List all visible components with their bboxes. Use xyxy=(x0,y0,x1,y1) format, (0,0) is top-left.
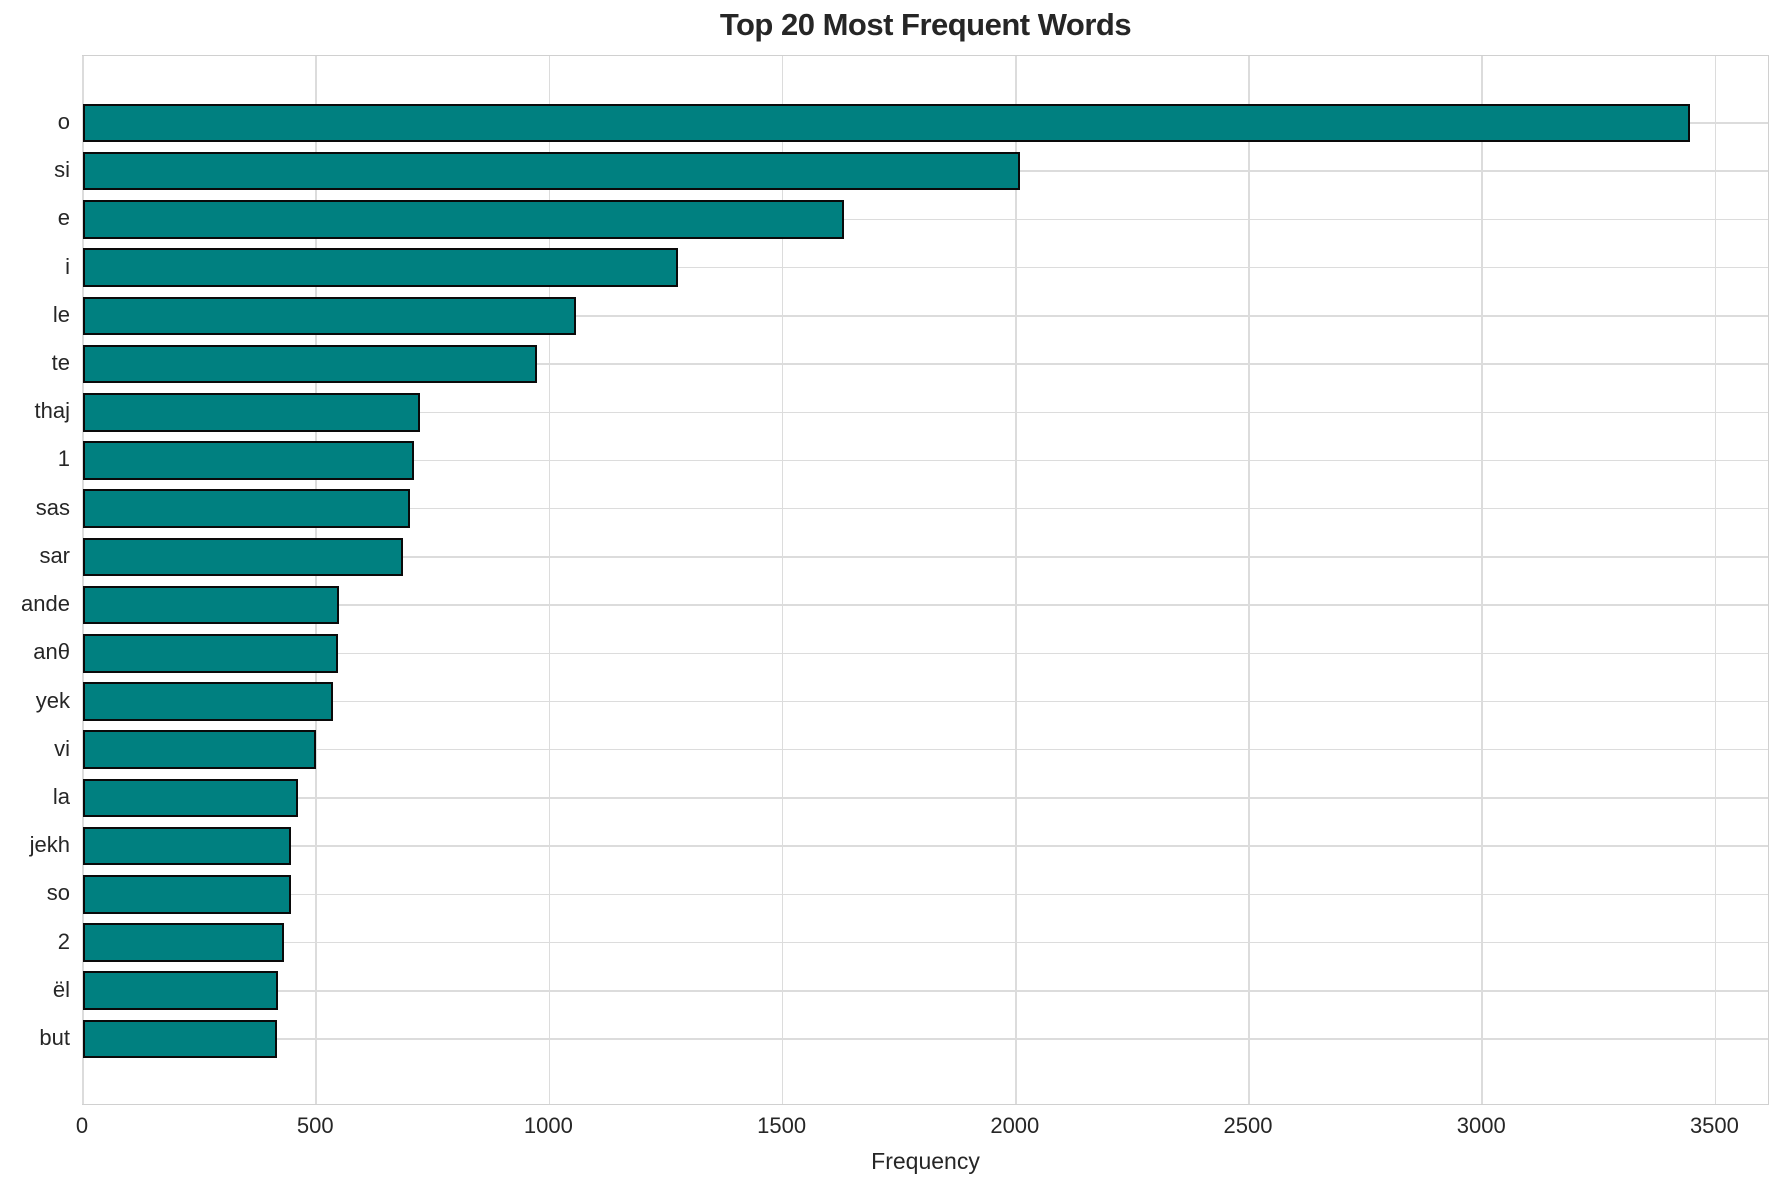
x-tick-label: 3000 xyxy=(1456,1113,1506,1138)
y-tick-label: 1 xyxy=(57,446,70,472)
y-tick-label: o xyxy=(57,109,70,134)
y-gridline xyxy=(83,893,1768,896)
y-gridline xyxy=(83,363,1768,365)
x-gridline xyxy=(548,56,551,1104)
x-gridline xyxy=(82,56,84,1104)
y-gridline xyxy=(83,700,1768,703)
y-tick-label: 2 xyxy=(57,928,70,954)
bar xyxy=(83,826,292,866)
y-gridline xyxy=(83,459,1768,462)
bar xyxy=(83,875,291,914)
y-gridline xyxy=(83,1038,1768,1040)
y-tick-label: vi xyxy=(54,735,70,761)
bar xyxy=(83,200,845,239)
bar xyxy=(83,730,316,769)
bar xyxy=(83,634,338,673)
x-tick-label: 1500 xyxy=(757,1113,807,1138)
x-gridline xyxy=(315,56,317,1104)
x-tick-label: 2000 xyxy=(990,1113,1040,1138)
x-tick-label: 1000 xyxy=(523,1113,573,1138)
y-tick-label: anθ xyxy=(33,639,70,665)
bar xyxy=(83,296,576,336)
y-tick-label: la xyxy=(52,783,70,809)
y-tick-label: so xyxy=(46,880,70,906)
y-gridline xyxy=(83,507,1768,510)
plot-area xyxy=(82,55,1769,1105)
y-tick-label: jekh xyxy=(29,832,70,858)
y-gridline xyxy=(83,797,1768,799)
y-gridline xyxy=(83,604,1768,606)
y-tick-label: sar xyxy=(39,542,70,568)
x-tick-label: 500 xyxy=(296,1113,334,1138)
bar xyxy=(83,1019,278,1059)
y-gridline xyxy=(83,845,1768,847)
y-gridline xyxy=(83,941,1768,944)
y-tick-label: e xyxy=(57,205,70,231)
x-gridline xyxy=(781,56,784,1104)
y-gridline xyxy=(83,652,1768,655)
bar xyxy=(83,923,285,962)
bar xyxy=(83,489,410,528)
y-tick-label: le xyxy=(52,301,70,327)
x-gridline xyxy=(1015,56,1017,1104)
y-tick-label: sas xyxy=(35,494,70,520)
bar xyxy=(83,248,679,287)
chart-title: Top 20 Most Frequent Words xyxy=(719,7,1132,42)
bar xyxy=(83,441,414,480)
bar xyxy=(83,778,298,818)
y-gridline xyxy=(83,556,1768,558)
y-gridline xyxy=(83,748,1768,751)
x-gridline xyxy=(1714,56,1717,1104)
bar xyxy=(83,103,1690,143)
bar xyxy=(83,537,404,577)
x-axis-label: Frequency xyxy=(871,1148,980,1174)
y-tick-label: si xyxy=(54,157,70,183)
y-tick-label: ël xyxy=(52,976,70,1002)
y-gridline xyxy=(83,411,1768,414)
y-tick-label: thaj xyxy=(34,398,70,424)
y-tick-label: ande xyxy=(21,591,70,617)
bar xyxy=(83,585,339,625)
y-tick-label: i xyxy=(65,253,70,279)
bar xyxy=(83,971,279,1011)
y-gridline xyxy=(83,218,1768,221)
bar xyxy=(83,151,1020,191)
y-gridline xyxy=(83,266,1768,269)
x-gridline xyxy=(1481,56,1483,1104)
y-gridline xyxy=(83,990,1768,992)
x-gridline xyxy=(1248,56,1250,1104)
x-tick-label: 2500 xyxy=(1223,1113,1273,1138)
x-tick-label: 3500 xyxy=(1689,1113,1739,1138)
bar xyxy=(83,682,333,721)
y-tick-label: but xyxy=(39,1024,70,1050)
x-tick-label: 0 xyxy=(75,1113,89,1138)
y-tick-label: yek xyxy=(35,687,70,713)
bar xyxy=(83,392,420,432)
bar xyxy=(83,344,538,384)
y-gridline xyxy=(83,315,1768,317)
y-tick-label: te xyxy=(51,350,70,376)
